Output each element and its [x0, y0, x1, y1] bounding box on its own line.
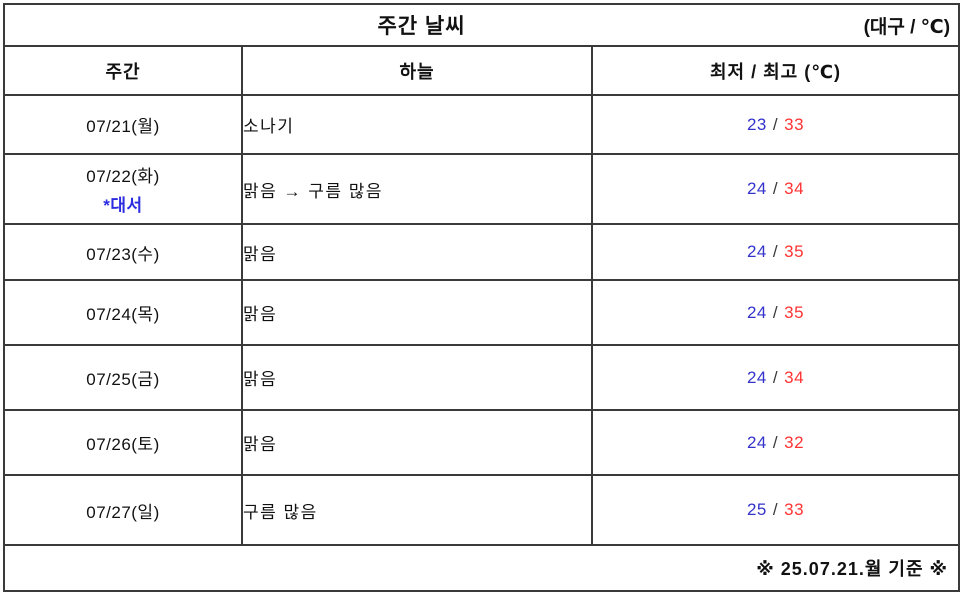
table-row: 07/23(수) 맑음 24 / 35 [3, 223, 961, 281]
temp-cell: 24 / 35 [590, 223, 961, 281]
sky-cell: 소나기 [241, 94, 593, 155]
low-temp: 24 [746, 302, 767, 322]
high-temp: 34 [784, 367, 805, 387]
date-label: 07/21(월) [86, 117, 160, 136]
low-temp: 24 [746, 367, 767, 387]
table-row: 07/24(목) 맑음 24/35 [3, 279, 961, 346]
date-cell: 07/25(금) [3, 344, 243, 411]
table-row: 07/27(일) 구름 많음 25 / 33 [3, 474, 961, 546]
footer-reference-date: ※ 25.07.21.월 기준 ※ [2, 544, 961, 592]
temp-separator: / [772, 242, 779, 261]
table-footer-row: ※ 25.07.21.월 기준 ※ [2, 544, 961, 592]
date-label: 07/25(금) [86, 370, 160, 389]
temp-cell: 25 / 33 [590, 474, 961, 546]
temp-cell: 24/35 [590, 279, 961, 346]
sky-cell: 맑음 → 구름 많음 [241, 153, 593, 225]
title-cell: 주간 날씨 (대구 / ℃) [2, 3, 961, 47]
high-temp: 32 [784, 432, 805, 452]
date-label: 07/27(일) [86, 502, 160, 522]
low-temp: 24 [746, 179, 767, 198]
title-location-unit: (대구 / ℃) [863, 16, 951, 38]
date-cell: 07/26(토) [3, 409, 243, 476]
temp-separator: / [772, 179, 779, 198]
table-title-row: 주간 날씨 (대구 / ℃) [2, 3, 961, 47]
table-row: 07/25(금) 맑음 24/34 [3, 344, 961, 411]
temp-separator: / [772, 367, 779, 387]
column-header-week: 주간 [3, 45, 243, 96]
low-temp: 24 [746, 432, 767, 452]
temp-separator: / [772, 500, 779, 519]
date-label: 07/26(토) [86, 435, 160, 454]
low-temp: 25 [746, 500, 767, 519]
date-note: *대서 [103, 196, 143, 215]
sky-cell: 맑음 [241, 344, 593, 411]
weekly-weather-table: 주간 날씨 (대구 / ℃) 주간 하늘 최저 / 최고 (℃) 07/21(월… [2, 3, 961, 592]
temp-cell: 24/32 [590, 409, 961, 476]
high-temp: 35 [784, 302, 805, 322]
date-cell: 07/21(월) [3, 94, 243, 155]
column-header-temps: 최저 / 최고 (℃) [590, 45, 961, 96]
date-label: 07/22(화) [86, 167, 160, 186]
date-cell: 07/27(일) [3, 474, 243, 546]
table-row: 07/21(월) 소나기 23/33 [3, 94, 961, 155]
table-header-row: 주간 하늘 최저 / 최고 (℃) [3, 45, 961, 96]
date-cell: 07/23(수) [3, 223, 243, 281]
sky-cell: 맑음 [241, 279, 593, 346]
high-temp: 34 [784, 179, 805, 198]
date-label: 07/23(수) [86, 244, 160, 264]
column-header-sky: 하늘 [241, 45, 593, 96]
temp-cell: 24 / 34 [590, 153, 961, 225]
high-temp: 35 [784, 242, 805, 261]
date-label: 07/24(목) [86, 305, 160, 324]
low-temp: 24 [746, 242, 767, 261]
date-cell: 07/22(화) *대서 [3, 153, 243, 225]
sky-cell: 맑음 [241, 409, 593, 476]
high-temp: 33 [784, 114, 805, 134]
temp-separator: / [772, 114, 779, 134]
table-row: 07/22(화) *대서 맑음 → 구름 많음 24 / 34 [3, 153, 961, 225]
temp-cell: 24/34 [590, 344, 961, 411]
temp-cell: 23/33 [590, 94, 961, 155]
date-cell: 07/24(목) [3, 279, 243, 346]
table-row: 07/26(토) 맑음 24/32 [3, 409, 961, 476]
temp-separator: / [772, 432, 779, 452]
temp-separator: / [772, 302, 779, 322]
high-temp: 33 [784, 500, 805, 519]
sky-cell: 구름 많음 [241, 474, 593, 546]
page-title: 주간 날씨 [377, 15, 466, 38]
sky-cell: 맑음 [241, 223, 593, 281]
low-temp: 23 [746, 114, 767, 134]
